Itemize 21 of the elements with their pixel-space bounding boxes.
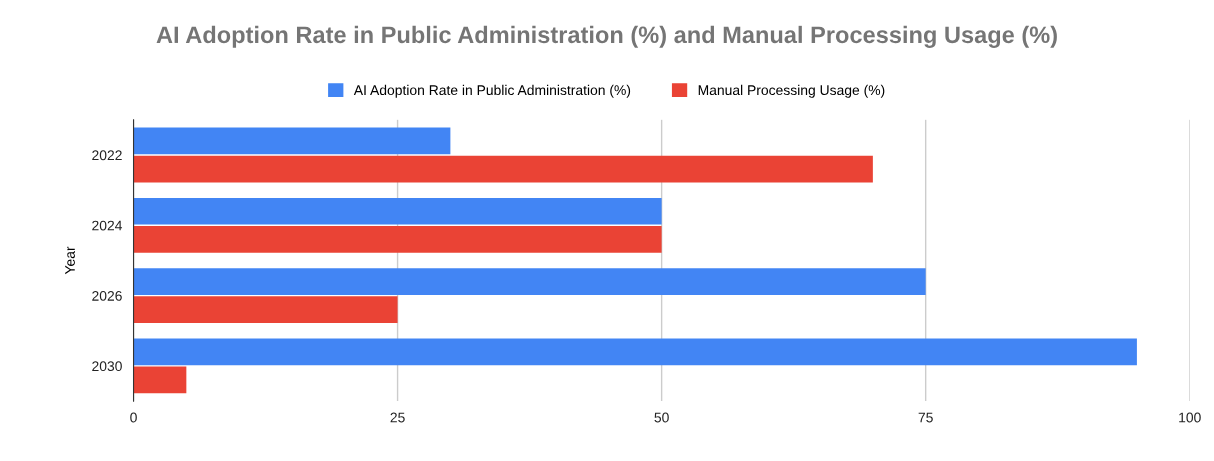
chart-title: AI Adoption Rate in Public Administration (%) and Manual Processing Usage (%): [156, 25, 1057, 48]
bar: [133, 155, 873, 183]
legend-label: Manual Processing Usage (%): [698, 84, 885, 98]
bar: [133, 197, 662, 225]
legend-label: AI Adoption Rate in Public Administration (%): [353, 84, 631, 98]
y-tick-label: 2022: [92, 150, 122, 161]
x-tick-label: 50: [654, 412, 669, 423]
x-tick-label: 25: [390, 412, 405, 423]
y-tick-label: 2030: [92, 361, 122, 372]
bar: [133, 366, 187, 394]
y-tick-label: 2026: [92, 290, 122, 301]
y-axis-title: Year: [65, 246, 75, 275]
bar: [133, 226, 662, 253]
bar: [133, 338, 1137, 366]
bar: [133, 127, 451, 155]
x-tick-label: 75: [918, 412, 933, 423]
x-tick-label: 0: [130, 412, 137, 423]
bar: [133, 268, 926, 295]
y-tick-label: 2024: [92, 220, 123, 231]
x-tick-label: 100: [1179, 412, 1201, 423]
bar: [133, 296, 398, 324]
